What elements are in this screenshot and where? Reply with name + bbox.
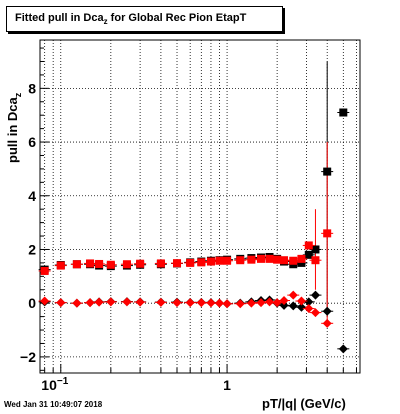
ylabel-main: pull in Dca bbox=[5, 97, 20, 164]
square-marker bbox=[311, 245, 320, 254]
svg-text:pull in Dcaz: pull in Dcaz bbox=[5, 92, 22, 163]
error-bars bbox=[314, 61, 328, 325]
diamond-marker bbox=[246, 298, 256, 308]
x-tick-label: 1 bbox=[223, 377, 231, 393]
y-tick-label: 0 bbox=[28, 295, 36, 311]
title-rest: for Global Rec Pion EtapT bbox=[107, 12, 247, 24]
diamond-marker bbox=[72, 298, 82, 308]
ylabel-subscript: z bbox=[13, 92, 22, 97]
diamond-marker bbox=[106, 297, 116, 307]
diamond-marker bbox=[338, 344, 348, 354]
diamond-marker bbox=[296, 302, 306, 312]
square-marker bbox=[173, 259, 182, 268]
square-marker bbox=[304, 241, 313, 250]
diamond-marker bbox=[322, 306, 332, 316]
diamond-marker bbox=[288, 301, 298, 311]
diamond-marker bbox=[256, 298, 266, 308]
square-marker bbox=[323, 167, 332, 176]
y-tick-label: 8 bbox=[28, 80, 36, 96]
title-main: Fitted pull in Dca bbox=[15, 12, 104, 24]
diamond-marker bbox=[222, 299, 232, 309]
square-marker bbox=[206, 257, 215, 266]
diamond-marker bbox=[40, 296, 50, 306]
square-marker bbox=[236, 256, 245, 265]
diamond-marker bbox=[94, 297, 104, 307]
square-marker bbox=[186, 258, 195, 267]
y-tick-label: −2 bbox=[20, 349, 36, 365]
diamond-marker bbox=[322, 318, 332, 328]
diamond-marker bbox=[304, 297, 314, 307]
square-marker bbox=[223, 256, 232, 265]
x-axis-label: pT/|q| (GeV/c) bbox=[262, 396, 346, 411]
x-tick-label: 10−1 bbox=[41, 376, 68, 393]
square-marker bbox=[297, 254, 306, 263]
diamond-marker bbox=[235, 299, 245, 309]
data-markers bbox=[38, 108, 350, 354]
diamond-marker bbox=[214, 298, 224, 308]
diamond-marker bbox=[279, 295, 289, 305]
square-marker bbox=[311, 256, 320, 265]
square-marker bbox=[215, 256, 224, 265]
diamond-marker bbox=[122, 297, 132, 307]
square-marker bbox=[106, 260, 115, 269]
diamond-marker bbox=[196, 298, 206, 308]
square-marker bbox=[304, 250, 313, 259]
square-marker bbox=[56, 261, 65, 270]
square-marker bbox=[86, 259, 95, 268]
square-marker bbox=[323, 229, 332, 238]
plot-frame bbox=[39, 39, 361, 374]
square-marker bbox=[72, 260, 81, 269]
plot-axes bbox=[39, 39, 361, 374]
title-subscript: z bbox=[103, 17, 108, 27]
timestamp: Wed Jan 31 10:49:07 2018 bbox=[4, 400, 103, 409]
square-marker bbox=[265, 254, 274, 263]
square-marker bbox=[197, 258, 206, 267]
square-marker bbox=[40, 266, 49, 275]
diamond-marker bbox=[288, 290, 298, 300]
diamond-marker bbox=[135, 297, 145, 307]
diamond-marker bbox=[310, 290, 320, 300]
diamond-marker bbox=[56, 298, 66, 308]
y-tick-label: 2 bbox=[28, 241, 36, 257]
diamond-marker bbox=[172, 298, 182, 308]
square-marker bbox=[136, 259, 145, 268]
square-marker bbox=[289, 256, 298, 265]
y-axis-label: pull in Dcaz bbox=[5, 92, 22, 163]
square-marker bbox=[339, 108, 348, 117]
square-marker bbox=[247, 255, 256, 264]
square-marker bbox=[273, 255, 282, 264]
tick-labels: −2 0 2 4 6 8 10−1 1 bbox=[20, 80, 231, 393]
square-marker bbox=[297, 258, 306, 267]
chart-title: Fitted pull in Dcaz for Global Rec Pion … bbox=[15, 12, 246, 26]
square-marker bbox=[280, 256, 289, 265]
diamond-marker bbox=[310, 308, 320, 318]
title-box: Fitted pull in Dcaz for Global Rec Pion … bbox=[6, 6, 283, 32]
diamond-marker bbox=[85, 298, 95, 308]
square-marker bbox=[156, 259, 165, 268]
square-marker bbox=[257, 254, 266, 263]
diamond-marker bbox=[156, 297, 166, 307]
diamond-marker bbox=[185, 298, 195, 308]
diamond-marker bbox=[206, 298, 216, 308]
diamond-marker bbox=[296, 296, 306, 306]
square-marker bbox=[122, 260, 131, 269]
y-tick-label: 6 bbox=[28, 134, 36, 150]
grid-lines bbox=[40, 40, 360, 373]
diamond-marker bbox=[265, 297, 275, 307]
y-tick-label: 4 bbox=[28, 188, 36, 204]
square-marker bbox=[95, 259, 104, 268]
diamond-marker bbox=[304, 304, 314, 314]
